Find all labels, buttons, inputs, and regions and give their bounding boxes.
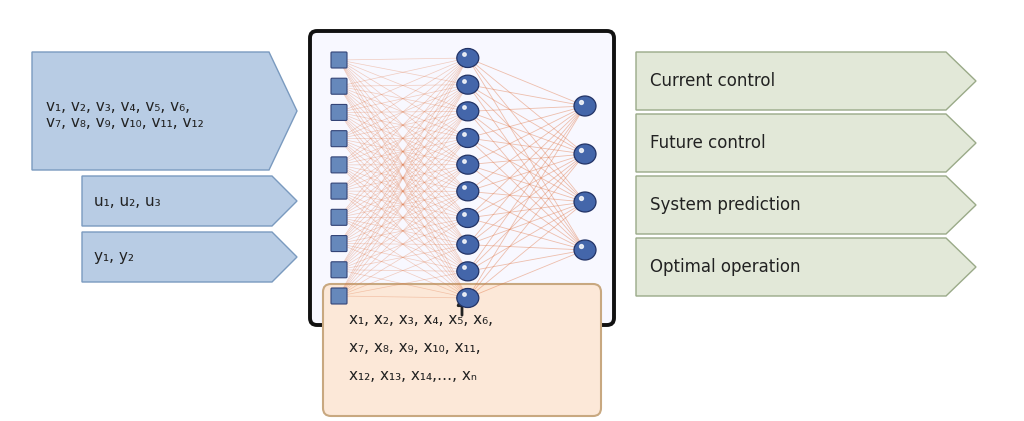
Ellipse shape	[457, 102, 479, 121]
FancyBboxPatch shape	[331, 157, 347, 173]
FancyBboxPatch shape	[331, 288, 347, 304]
FancyBboxPatch shape	[331, 236, 347, 252]
Ellipse shape	[457, 48, 479, 67]
Polygon shape	[82, 176, 297, 226]
FancyBboxPatch shape	[331, 262, 347, 278]
Ellipse shape	[457, 182, 479, 201]
Text: v₇, v₈, v₉, v₁₀, v₁₁, v₁₂: v₇, v₈, v₉, v₁₀, v₁₁, v₁₂	[46, 115, 204, 130]
Polygon shape	[636, 52, 976, 110]
Polygon shape	[32, 52, 297, 170]
Text: x₁₂, x₁₃, x₁₄,…, xₙ: x₁₂, x₁₃, x₁₄,…, xₙ	[349, 368, 477, 383]
Ellipse shape	[457, 128, 479, 147]
Polygon shape	[636, 176, 976, 234]
Ellipse shape	[457, 262, 479, 281]
Text: x₁, x₂, x₃, x₄, x₅, x₆,: x₁, x₂, x₃, x₄, x₅, x₆,	[349, 312, 493, 327]
Ellipse shape	[457, 75, 479, 94]
Text: y₁, y₂: y₁, y₂	[94, 250, 134, 264]
FancyBboxPatch shape	[323, 284, 601, 416]
Polygon shape	[82, 232, 297, 282]
Text: u₁, u₂, u₃: u₁, u₂, u₃	[94, 194, 161, 208]
Ellipse shape	[574, 144, 596, 164]
Text: v₁, v₂, v₃, v₄, v₅, v₆,: v₁, v₂, v₃, v₄, v₅, v₆,	[46, 99, 190, 114]
Ellipse shape	[457, 208, 479, 227]
Polygon shape	[636, 114, 976, 172]
Text: Current control: Current control	[650, 72, 775, 90]
Text: Optimal operation: Optimal operation	[650, 258, 801, 276]
Text: x₇, x₈, x₉, x₁₀, x₁₁,: x₇, x₈, x₉, x₁₀, x₁₁,	[349, 340, 480, 355]
Text: Future control: Future control	[650, 134, 766, 152]
Ellipse shape	[574, 192, 596, 212]
FancyBboxPatch shape	[331, 209, 347, 225]
Ellipse shape	[457, 155, 479, 174]
FancyBboxPatch shape	[331, 104, 347, 120]
Ellipse shape	[574, 240, 596, 260]
FancyBboxPatch shape	[331, 78, 347, 94]
Ellipse shape	[574, 96, 596, 116]
Polygon shape	[636, 238, 976, 296]
Ellipse shape	[457, 235, 479, 254]
FancyBboxPatch shape	[331, 52, 347, 68]
FancyBboxPatch shape	[310, 31, 614, 325]
FancyBboxPatch shape	[331, 131, 347, 147]
Text: System prediction: System prediction	[650, 196, 801, 214]
FancyBboxPatch shape	[331, 183, 347, 199]
Ellipse shape	[457, 288, 479, 307]
